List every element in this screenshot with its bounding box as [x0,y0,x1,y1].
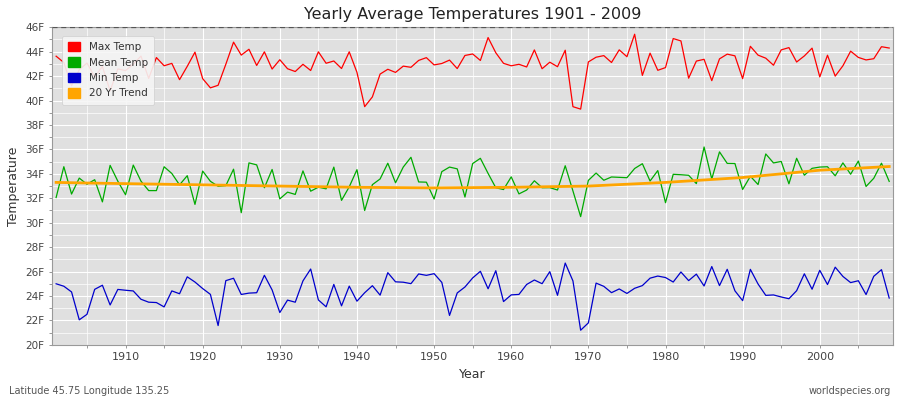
Text: Latitude 45.75 Longitude 135.25: Latitude 45.75 Longitude 135.25 [9,386,169,396]
Title: Yearly Average Temperatures 1901 - 2009: Yearly Average Temperatures 1901 - 2009 [304,7,642,22]
Y-axis label: Temperature: Temperature [7,146,20,226]
Legend: Max Temp, Mean Temp, Min Temp, 20 Yr Trend: Max Temp, Mean Temp, Min Temp, 20 Yr Tre… [62,36,154,105]
Text: worldspecies.org: worldspecies.org [809,386,891,396]
X-axis label: Year: Year [459,368,486,381]
